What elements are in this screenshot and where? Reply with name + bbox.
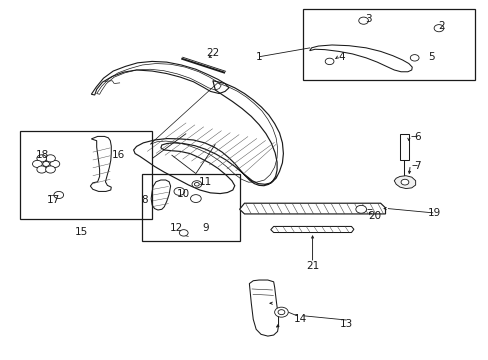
Circle shape [42, 161, 49, 166]
Circle shape [400, 179, 408, 185]
Text: 16: 16 [111, 150, 124, 160]
Circle shape [433, 24, 443, 32]
Circle shape [45, 166, 55, 173]
Text: 2: 2 [437, 21, 444, 31]
Text: 21: 21 [305, 261, 319, 271]
Text: 18: 18 [36, 150, 49, 160]
Circle shape [45, 155, 55, 162]
Text: 9: 9 [202, 223, 208, 233]
Text: 5: 5 [427, 52, 434, 62]
Bar [399, 134, 408, 160]
Text: 1: 1 [255, 52, 262, 62]
Circle shape [192, 181, 201, 188]
Text: 12: 12 [169, 223, 183, 233]
Circle shape [37, 155, 46, 162]
Circle shape [32, 160, 42, 167]
Text: 20: 20 [367, 211, 381, 221]
Circle shape [190, 195, 201, 203]
Polygon shape [239, 203, 385, 214]
Bar [302, 9, 474, 80]
Text: 10: 10 [177, 189, 190, 199]
Bar [142, 174, 239, 241]
Text: 14: 14 [293, 314, 306, 324]
Text: 11: 11 [199, 177, 212, 187]
Text: 15: 15 [75, 227, 88, 237]
Circle shape [274, 307, 287, 317]
Text: 3: 3 [365, 14, 371, 24]
Circle shape [358, 17, 368, 24]
Circle shape [179, 230, 188, 236]
Text: 22: 22 [206, 48, 219, 58]
Circle shape [278, 310, 285, 315]
Circle shape [50, 160, 60, 167]
Circle shape [325, 58, 333, 64]
Text: 13: 13 [339, 319, 352, 329]
Polygon shape [270, 226, 353, 233]
Circle shape [37, 166, 46, 173]
Circle shape [409, 55, 418, 61]
Polygon shape [393, 176, 415, 189]
Circle shape [355, 205, 366, 213]
Text: 6: 6 [413, 132, 420, 142]
Text: 19: 19 [427, 208, 440, 218]
Text: 4: 4 [338, 52, 345, 62]
Circle shape [194, 183, 199, 186]
Circle shape [54, 192, 63, 199]
Bar [20, 131, 152, 219]
Text: 8: 8 [141, 195, 148, 204]
Text: 7: 7 [413, 161, 420, 171]
Circle shape [174, 188, 184, 195]
Text: 17: 17 [47, 195, 61, 205]
